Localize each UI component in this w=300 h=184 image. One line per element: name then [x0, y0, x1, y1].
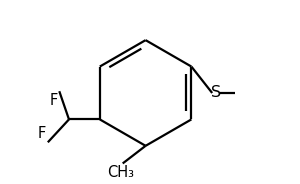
Text: CH₃: CH₃: [107, 165, 134, 180]
Text: F: F: [38, 125, 46, 141]
Text: S: S: [211, 86, 221, 100]
Text: F: F: [49, 93, 58, 108]
